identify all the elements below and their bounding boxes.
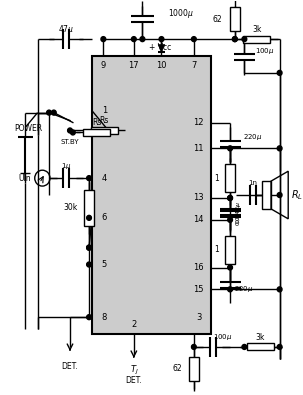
Text: 10: 10 — [156, 62, 167, 70]
Circle shape — [277, 344, 282, 350]
Text: 8: 8 — [102, 313, 107, 322]
Text: 9: 9 — [101, 62, 106, 70]
Text: 13: 13 — [193, 194, 204, 203]
Bar — [243, 36, 270, 43]
Text: 11: 11 — [193, 144, 204, 153]
Circle shape — [87, 176, 92, 181]
Text: 1000$\mu$: 1000$\mu$ — [168, 7, 194, 20]
Bar — [247, 344, 274, 350]
Text: 100$\mu$: 100$\mu$ — [213, 332, 232, 342]
Circle shape — [232, 37, 237, 41]
Circle shape — [228, 265, 232, 270]
Circle shape — [191, 344, 196, 350]
Text: 1$\mu$: 1$\mu$ — [61, 161, 72, 171]
Circle shape — [228, 217, 232, 222]
Circle shape — [277, 192, 282, 198]
Text: 3k: 3k — [256, 333, 265, 342]
Text: 5: 5 — [102, 260, 107, 269]
Text: 4: 4 — [102, 174, 107, 182]
Text: 16: 16 — [193, 263, 204, 272]
Text: 220$\mu$: 220$\mu$ — [243, 132, 263, 143]
Bar — [225, 164, 235, 192]
Text: 2: 2 — [131, 320, 136, 329]
Text: 3: 3 — [196, 313, 201, 322]
Text: $T_J$: $T_J$ — [129, 364, 138, 377]
Circle shape — [47, 110, 52, 115]
Circle shape — [87, 245, 92, 250]
Text: 1: 1 — [214, 245, 219, 254]
Circle shape — [71, 130, 75, 135]
Text: ST.BY: ST.BY — [61, 139, 79, 145]
Text: 3k: 3k — [252, 25, 261, 34]
Text: 17: 17 — [128, 62, 139, 70]
Circle shape — [232, 37, 237, 41]
Text: 62: 62 — [213, 15, 222, 24]
Bar — [261, 181, 271, 209]
Text: POWER: POWER — [15, 124, 43, 133]
Circle shape — [87, 315, 92, 320]
Text: 1n: 1n — [248, 180, 258, 186]
Text: 0,047$\mu$: 0,047$\mu$ — [234, 200, 243, 224]
Text: 1: 1 — [214, 174, 219, 182]
Text: 62: 62 — [173, 364, 182, 373]
Circle shape — [87, 215, 92, 220]
Text: 220$\mu$: 220$\mu$ — [234, 284, 253, 294]
Circle shape — [191, 37, 196, 41]
Circle shape — [228, 146, 232, 151]
Bar — [92, 56, 211, 334]
Circle shape — [228, 287, 232, 292]
Circle shape — [87, 245, 92, 250]
Circle shape — [242, 37, 247, 41]
Bar — [189, 357, 199, 381]
Text: 12: 12 — [193, 118, 204, 127]
Bar — [84, 190, 94, 226]
Circle shape — [228, 196, 232, 201]
Text: 7: 7 — [191, 62, 197, 70]
Circle shape — [140, 37, 145, 41]
Circle shape — [52, 110, 56, 115]
Text: 47$\mu$: 47$\mu$ — [58, 23, 74, 36]
Circle shape — [242, 344, 247, 350]
Text: 15: 15 — [193, 285, 204, 294]
Text: 1: 1 — [102, 106, 107, 115]
Text: $R_L$: $R_L$ — [291, 188, 303, 202]
Polygon shape — [158, 45, 165, 52]
Circle shape — [68, 128, 72, 133]
Bar — [225, 236, 235, 263]
Circle shape — [101, 37, 106, 41]
Bar — [91, 127, 118, 134]
Bar — [83, 129, 110, 136]
Text: DET.: DET. — [62, 362, 78, 371]
Bar — [230, 8, 240, 31]
Text: + Vcc: + Vcc — [149, 43, 171, 52]
Circle shape — [87, 262, 92, 267]
Text: 14: 14 — [193, 215, 204, 224]
Circle shape — [159, 37, 164, 41]
Text: Rs: Rs — [100, 116, 109, 125]
Circle shape — [132, 37, 136, 41]
Text: 0,047$\mu$: 0,047$\mu$ — [234, 202, 243, 226]
Text: 30k: 30k — [63, 203, 78, 213]
Text: UIn: UIn — [18, 174, 31, 182]
Circle shape — [228, 196, 232, 201]
Circle shape — [277, 287, 282, 292]
Text: Rs: Rs — [92, 118, 102, 127]
Circle shape — [277, 146, 282, 151]
Text: DET.: DET. — [125, 376, 142, 385]
Text: 100$\mu$: 100$\mu$ — [255, 46, 274, 56]
Circle shape — [277, 70, 282, 75]
Text: 6: 6 — [102, 213, 107, 222]
